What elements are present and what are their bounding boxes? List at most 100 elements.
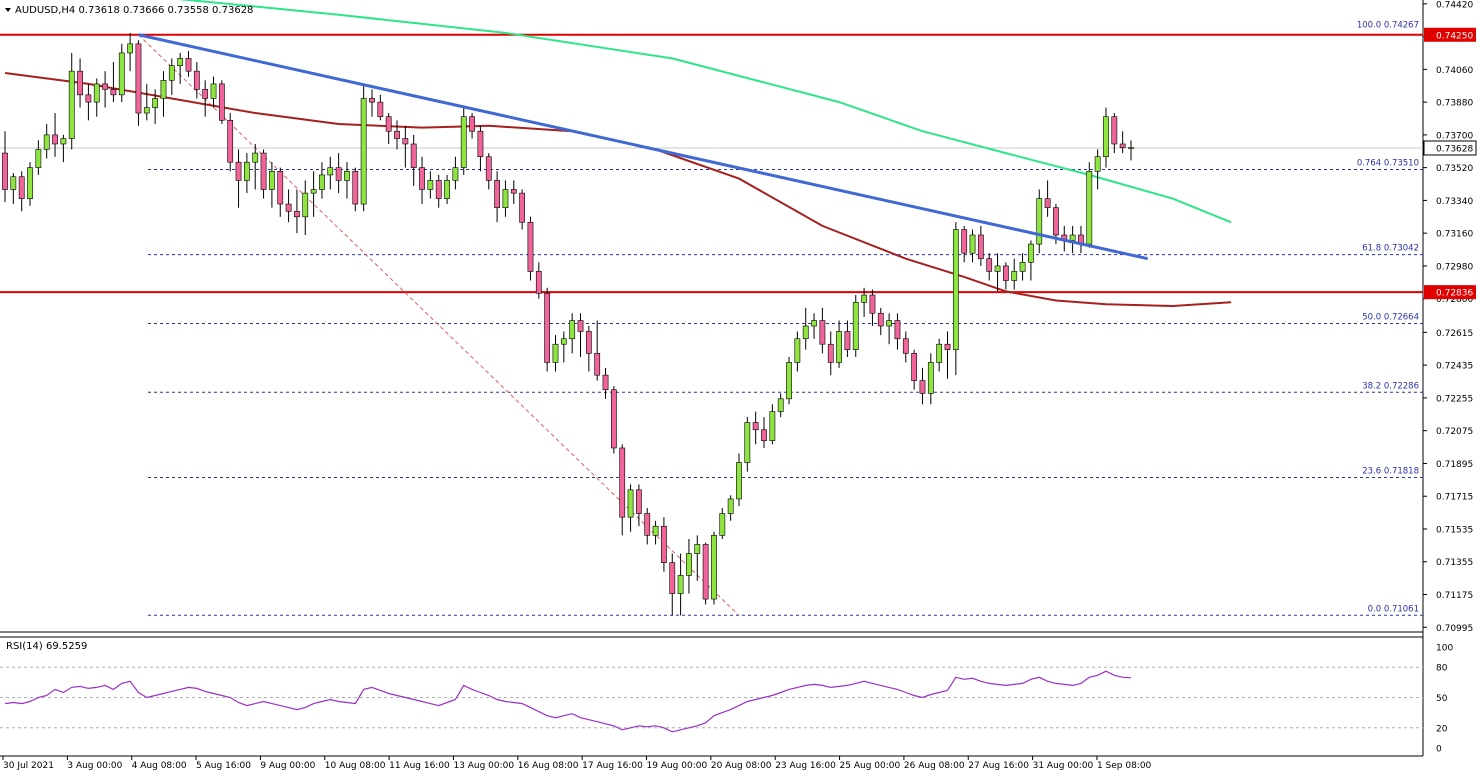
- fib-level-label: 38.2 0.72286: [1362, 381, 1419, 391]
- candle-body: [277, 170, 284, 205]
- candle-body: [894, 320, 901, 340]
- fib-level-label: 61.8 0.73042: [1362, 244, 1419, 254]
- price-tick-label: 0.71175: [1436, 591, 1473, 601]
- time-tick-label: 26 Aug 08:00: [904, 761, 965, 771]
- candle-body: [485, 156, 492, 181]
- candle-body: [335, 167, 342, 181]
- candle-body: [510, 189, 517, 194]
- candle-body: [719, 513, 726, 536]
- candle-body: [60, 138, 67, 145]
- candle-body: [10, 176, 17, 190]
- candle-body: [844, 331, 851, 350]
- candle-body: [644, 513, 651, 536]
- candle-body: [2, 152, 8, 190]
- candle-body: [410, 143, 417, 168]
- candle-body: [260, 152, 267, 190]
- descending-trendline: [138, 33, 1149, 261]
- rsi-tick-label: 100: [1436, 644, 1453, 654]
- candle-body: [1011, 271, 1018, 281]
- candle-body: [927, 362, 934, 394]
- candle-body: [761, 429, 767, 441]
- candle-body: [1111, 116, 1118, 145]
- candle-body: [152, 98, 159, 108]
- price-tick-label: 0.74420: [1436, 0, 1473, 10]
- candle-body: [886, 320, 893, 327]
- horizontal-levels: 0.74250 0.72836: [0, 27, 1476, 300]
- price-tick-label: 0.73520: [1436, 164, 1473, 174]
- candle-body: [1119, 143, 1126, 148]
- candle-body: [819, 320, 826, 345]
- candle-body: [1019, 262, 1026, 272]
- candle-body: [552, 343, 559, 363]
- candle-body: [310, 189, 317, 194]
- price-tick-label: 0.71715: [1436, 493, 1473, 503]
- price-tick-label: 0.72255: [1436, 394, 1473, 404]
- time-tick-label: 4 Aug 08:00: [132, 761, 187, 771]
- chart-symbol-header: AUDUSD,H4 0.73618 0.73666 0.73558 0.7362…: [15, 5, 253, 16]
- fib-level-label: 0.0 0.71061: [1368, 604, 1419, 614]
- candle-body: [694, 544, 701, 554]
- candle-body: [577, 320, 584, 332]
- rsi-indicator: 100 80 50 20 0: [0, 644, 1453, 755]
- time-tick-label: 30 Jul 2021: [3, 761, 54, 771]
- candle-body: [519, 192, 526, 223]
- candle-body: [869, 294, 876, 314]
- candle-body: [702, 544, 709, 600]
- candle-body: [944, 343, 951, 350]
- candle-body: [168, 65, 175, 81]
- candle-body: [385, 116, 392, 132]
- price-tick-label: 0.72615: [1436, 329, 1473, 339]
- candle-body: [269, 170, 275, 190]
- candle-body: [560, 338, 567, 345]
- candle-body: [235, 161, 242, 181]
- trendline[interactable]: [138, 33, 1149, 261]
- candle-body: [569, 320, 576, 340]
- time-tick-label: 5 Aug 16:00: [196, 761, 251, 771]
- rsi-tick-label: 50: [1436, 694, 1448, 704]
- candle-body: [786, 362, 792, 400]
- candle-body: [602, 374, 609, 391]
- candle-body: [1069, 234, 1076, 241]
- candle-body: [619, 447, 626, 518]
- moving-average-green: [177, 0, 1232, 224]
- fib-level-label: 100.0 0.74267: [1357, 21, 1419, 31]
- candle-body: [402, 138, 409, 145]
- candle-body: [727, 498, 734, 514]
- candle-body: [394, 130, 400, 139]
- candle-body: [302, 192, 309, 218]
- candle-body: [936, 343, 943, 363]
- candle-body: [135, 43, 142, 114]
- dropdown-triangle-icon[interactable]: [5, 8, 11, 12]
- candle-body: [711, 535, 717, 600]
- rsi-tick-label: 80: [1436, 664, 1448, 674]
- horizontal-level-box: [1424, 285, 1476, 300]
- candle-body: [193, 70, 200, 90]
- price-tick-label: 0.72435: [1436, 362, 1473, 372]
- time-tick-label: 27 Aug 16:00: [968, 761, 1029, 771]
- candle-body: [1044, 198, 1051, 208]
- candle-body: [769, 411, 776, 441]
- candle-body: [377, 101, 384, 117]
- candle-body: [177, 58, 184, 67]
- candle-body: [210, 83, 217, 99]
- candle-body: [652, 525, 659, 536]
- candle-body: [52, 134, 58, 145]
- candle-body: [527, 221, 534, 272]
- candle-body: [285, 203, 292, 212]
- candle-body: [594, 353, 601, 376]
- candle-body: [369, 98, 375, 103]
- candle-body: [585, 331, 592, 354]
- price-tick-label: 0.72800: [1436, 295, 1473, 305]
- time-tick-label: 11 Aug 16:00: [389, 761, 450, 771]
- candle-body: [18, 176, 25, 199]
- candle-body: [77, 70, 83, 96]
- candle-body: [877, 312, 884, 327]
- horizontal-level-label: 0.74250: [1436, 31, 1473, 41]
- candle-body: [1128, 147, 1134, 149]
- candle-body: [477, 130, 484, 158]
- candle-body: [677, 575, 684, 594]
- horizontal-level-label: 0.72836: [1436, 289, 1473, 299]
- price-tick-label: 0.71355: [1436, 558, 1473, 568]
- current-price-line: 0.73628: [0, 140, 1477, 156]
